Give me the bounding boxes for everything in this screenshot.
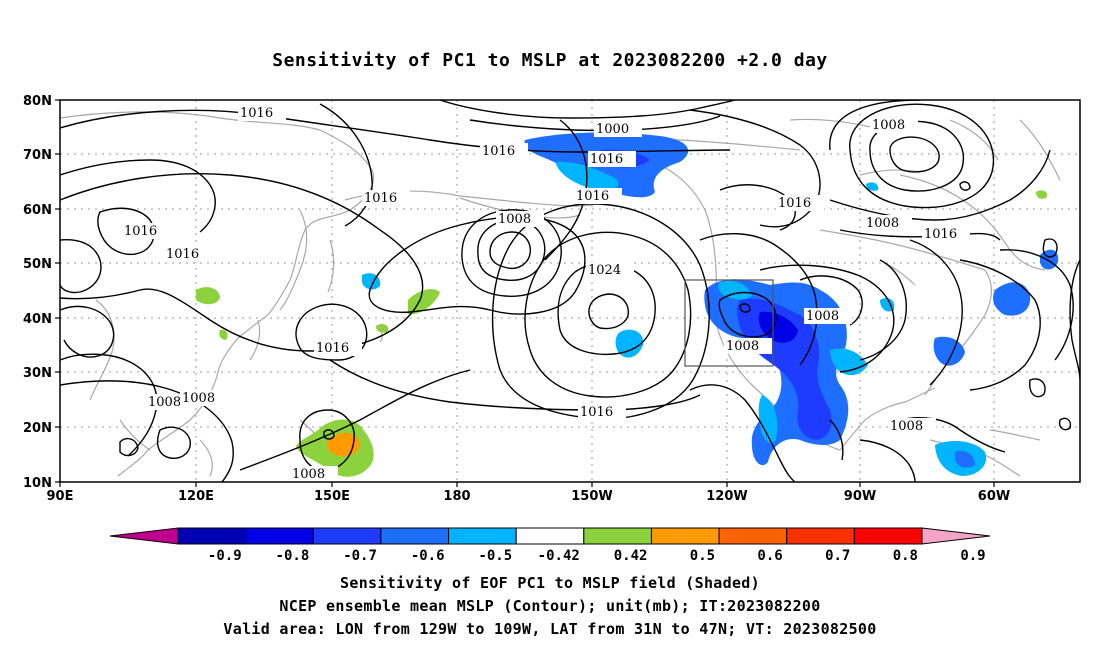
axis-ticks (55, 99, 995, 487)
contour-label: 1016 (590, 152, 623, 167)
contour-label: 1016 (364, 191, 397, 206)
colorbar-label: 0.42 (614, 548, 648, 564)
caption-line-1: Sensitivity of EOF PC1 to MSLP field (Sh… (340, 574, 760, 592)
colorbar-label: 0.7 (825, 548, 850, 564)
lat-label: 10N (23, 476, 52, 491)
plot-frame (59, 99, 1081, 483)
contour-label: 1016 (166, 247, 199, 262)
colorbar-label: 0.9 (960, 548, 985, 564)
lon-label: 150E (314, 489, 350, 504)
contour-label: 1008 (890, 419, 923, 434)
contour-label: 1016 (124, 224, 157, 239)
contour-label: 1008 (866, 216, 899, 231)
shade-westus-darkest (758, 311, 798, 343)
colorbar-end-negative (109, 527, 179, 545)
lat-label: 30N (23, 366, 52, 381)
colorbar-bin (718, 527, 788, 545)
contour-label: 1016 (576, 189, 609, 204)
shade-westus-light (718, 280, 752, 300)
valid-area-box (684, 279, 774, 367)
colorbar-bin (583, 527, 652, 545)
contour-labels: 1016 1016 1000 1016 1008 1016 1016 1016 … (122, 105, 970, 482)
shade-green-4 (376, 324, 389, 333)
lon-label: 90W (844, 489, 876, 504)
colorbar-bin (448, 527, 517, 545)
shade-midpac-light (615, 329, 644, 358)
map-title: Sensitivity of PC1 to MSLP at 2023082200… (272, 50, 828, 71)
lon-label: 180 (443, 489, 470, 504)
shade-westus-light2 (830, 348, 868, 376)
colorbar: -0.9 -0.8 -0.7 -0.6 -0.5 -0.42 0.42 0.5 0.6 0.7 0.… (109, 527, 991, 564)
map-plot-area: 1016 1016 1000 1016 1008 1016 1016 1016 … (60, 100, 1080, 482)
caption-line-2: NCEP ensemble mean MSLP (Contour); unit(… (279, 597, 821, 615)
colorbar-label: -0.6 (411, 548, 445, 564)
shade-green-5 (219, 329, 228, 340)
colorbar-label: 0.8 (893, 548, 918, 564)
colorbar-end-positive (921, 527, 991, 545)
shade-green-6 (1036, 190, 1048, 199)
contour-label: 1008 (872, 118, 905, 133)
colorbar-label: 0.6 (757, 548, 782, 564)
contour-label: 1008 (292, 467, 325, 482)
caption-line-3: Valid area: LON from 129W to 109W, LAT f… (223, 620, 877, 638)
colorbar-label: -0.42 (538, 548, 580, 564)
colorbar-bin (853, 527, 923, 545)
shade-east-small (880, 298, 895, 312)
shade-mexico-light (758, 395, 778, 444)
contour-label: 1008 (182, 391, 215, 406)
colorbar-bin (650, 527, 720, 545)
contour-label: 1016 (482, 144, 515, 159)
lat-label: 70N (23, 148, 52, 163)
lat-label: 60N (23, 203, 52, 218)
latitude-labels: 80N 70N 60N 50N 40N 30N 20N 10N (23, 94, 52, 491)
colorbar-label: -0.8 (276, 548, 310, 564)
contour-label: 1024 (588, 263, 621, 278)
contour-label: 1008 (806, 309, 839, 324)
lon-label: 150W (571, 489, 612, 504)
colorbar-bin (245, 527, 314, 545)
contour-label: 1016 (580, 405, 613, 420)
lat-label: 50N (23, 257, 52, 272)
shade-green-2 (196, 287, 220, 305)
colorbar-label: -0.9 (208, 548, 242, 564)
contour-label: 1016 (924, 227, 957, 242)
colorbar-bin (515, 527, 585, 545)
shade-arctic-ne (866, 182, 879, 191)
shade-east-blue2 (933, 336, 965, 366)
colorbar-bin (177, 527, 247, 545)
contour-label: 1008 (148, 395, 181, 410)
contour-label: 1016 (778, 196, 811, 211)
graticule (60, 100, 1080, 482)
colorbar-bin (380, 527, 450, 545)
colorbar-label: -0.5 (478, 548, 512, 564)
contour-label: 1016 (240, 106, 273, 121)
contour-label: 1008 (498, 212, 531, 227)
colorbar-label: 0.5 (690, 548, 715, 564)
contour-label: 1016 (316, 341, 349, 356)
colorbar-bin (786, 527, 855, 545)
lon-label: 120E (178, 489, 214, 504)
shade-east-blue (993, 282, 1031, 316)
shade-westus-dark (737, 298, 832, 440)
shade-caribbean-dark (955, 450, 975, 468)
lon-label: 90E (47, 489, 74, 504)
colorbar-bin (312, 527, 382, 545)
longitude-labels: 90E 120E 150E 180 150W 120W 90W 60W (47, 489, 1011, 504)
lat-label: 40N (23, 312, 52, 327)
lon-label: 120W (706, 489, 747, 504)
contour-label: 1000 (596, 122, 629, 137)
lat-label: 80N (23, 94, 52, 109)
lon-label: 60W (978, 489, 1010, 504)
lat-label: 20N (23, 421, 52, 436)
colorbar-label: -0.7 (343, 548, 377, 564)
contour-label: 1008 (726, 339, 759, 354)
